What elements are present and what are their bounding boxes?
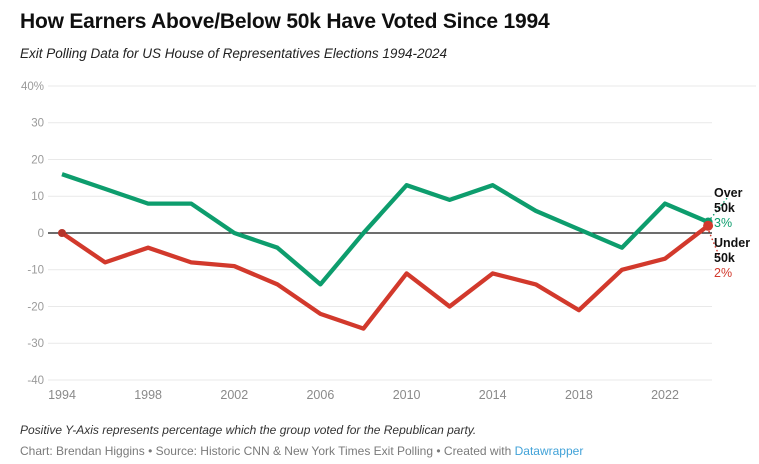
series-line-under-50k <box>60 223 710 331</box>
series-line-over-50k <box>61 172 709 287</box>
end-label-over-50k: Over 50k 3% <box>714 186 759 231</box>
over-50k-value: 3% <box>714 216 733 230</box>
chart-footnote: Positive Y-Axis represents percentage wh… <box>20 423 477 437</box>
x-tick-label: 2006 <box>306 388 334 402</box>
under-50k-label-line2: 50k <box>714 251 735 265</box>
x-tick-label: 1994 <box>48 388 76 402</box>
connector-under-50k <box>708 230 720 257</box>
end-label-under-50k: Under 50k 2% <box>714 236 759 281</box>
y-tick-label: -20 <box>27 301 44 313</box>
under-50k-value: 2% <box>714 266 733 280</box>
datawrapper-link[interactable]: Datawrapper <box>514 444 584 458</box>
under-50k-label-line1: Under <box>714 236 751 250</box>
x-axis-group: 1994 1998 2002 2006 2010 2014 2018 2022 <box>48 388 679 402</box>
start-dot-under-50k <box>58 229 66 237</box>
y-tick-label: 10 <box>31 191 44 203</box>
y-tick-label: 30 <box>31 118 44 130</box>
y-tick-label: 0 <box>38 228 44 240</box>
connector-over-50k <box>710 197 728 219</box>
annotation-group <box>708 197 728 257</box>
y-tick-label: -10 <box>27 265 44 277</box>
chart-credit: Chart: Brendan Higgins • Source: Histori… <box>20 444 583 458</box>
series-group <box>58 172 714 331</box>
x-tick-label: 2018 <box>565 388 593 402</box>
x-tick-label: 2014 <box>479 388 507 402</box>
y-tick-label: 20 <box>31 154 44 166</box>
y-tick-label: -30 <box>27 338 44 350</box>
page-subtitle: Exit Polling Data for US House of Repres… <box>20 46 447 61</box>
x-tick-label: 2022 <box>651 388 679 402</box>
end-dot-under-50k <box>703 220 714 231</box>
page-title: How Earners Above/Below 50k Have Voted S… <box>20 10 550 33</box>
over-50k-label-line2: 50k <box>714 201 735 215</box>
x-tick-label: 1998 <box>134 388 162 402</box>
credit-text: Chart: Brendan Higgins • Source: Histori… <box>20 444 515 458</box>
over-50k-label-line1: Over <box>714 186 743 200</box>
y-tick-label: 40% <box>21 81 44 93</box>
y-tick-label: -40 <box>27 375 44 387</box>
gridlines-group: 40% 30 20 10 0 -10 -20 -30 -40 <box>21 81 756 387</box>
x-tick-label: 2002 <box>220 388 248 402</box>
x-tick-label: 2010 <box>393 388 421 402</box>
